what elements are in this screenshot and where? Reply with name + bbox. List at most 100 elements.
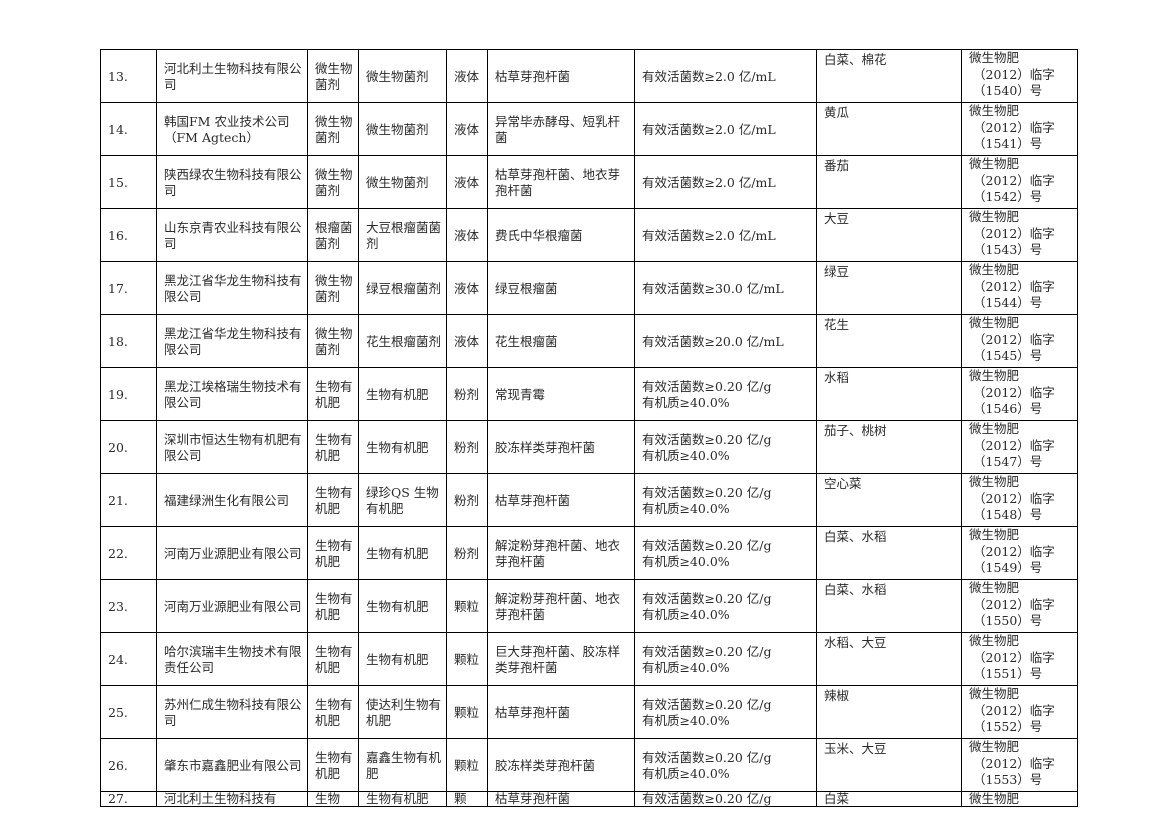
applicable-crop: 白菜、水稻: [824, 582, 887, 597]
company-name-cell: 韩国FM 农业技术公司（FM Agtech）: [156, 102, 308, 156]
registration-number-cell: 微生物肥 （2012）临字 （1544）号: [961, 261, 1078, 315]
strain-name-cell: 花生根瘤菌: [487, 314, 635, 368]
registration-number-line: （1542）号: [973, 189, 1043, 204]
product-category: 生物有机肥: [315, 537, 353, 569]
technical-spec-line: 有效活菌数≥0.20 亿/g: [642, 378, 772, 394]
company-name-cell: 河南万业源肥业有限公司: [156, 526, 308, 580]
product-name-cell: 绿豆根瘤菌剂: [358, 261, 447, 315]
product-name-cell: 生物有机肥: [358, 367, 447, 421]
row-number: 15.: [108, 174, 128, 190]
registration-number-cell: 微生物肥 （2012）临字 （1547）号: [961, 420, 1078, 474]
registration-number-line: （1550）号: [973, 613, 1043, 628]
technical-spec-line: 有机质≥40.0%: [642, 765, 730, 781]
product-form-cell: 液体: [446, 261, 488, 315]
row-number: 27.: [108, 791, 128, 806]
strain-name: 枯草芽孢杆菌、地衣芽孢杆菌: [495, 166, 621, 198]
row-number: 18.: [108, 333, 128, 349]
product-name: 生物有机肥: [366, 545, 429, 561]
product-name-cell: 生物有机肥: [358, 791, 447, 807]
applicable-crop-cell: 白菜、水稻: [816, 526, 962, 580]
technical-spec-line: 有机质≥40.0%: [642, 659, 730, 675]
registration-number-line: 微生物肥: [969, 315, 1020, 331]
strain-name-cell: 异常毕赤酵母、短乳杆菌: [487, 102, 635, 156]
registration-number-line: （1544）号: [973, 295, 1043, 310]
product-name: 绿珍QS 生物有机肥: [366, 484, 439, 516]
technical-spec-cell: 有效活菌数≥2.0 亿/mL: [634, 102, 817, 156]
product-name: 使达利生物有机肥: [366, 696, 442, 728]
product-name: 微生物菌剂: [366, 68, 429, 84]
product-category-cell: 生物有机肥: [307, 420, 359, 474]
applicable-crop: 白菜、棉花: [824, 52, 887, 67]
registration-number-line: （2012）临字: [973, 543, 1055, 559]
applicable-crop-cell: 黄瓜: [816, 102, 962, 156]
product-category: 微生物菌剂: [315, 325, 353, 357]
registration-number-cell: 微生物肥 （2012）临字 （1551）号: [961, 632, 1078, 686]
row-number-cell: 21.: [100, 473, 157, 527]
registration-number-line: 微生物肥: [969, 686, 1020, 702]
product-category: 生物有机肥: [315, 484, 353, 516]
product-category: 生物有机肥: [315, 378, 353, 410]
product-form: 液体: [454, 227, 480, 243]
row-number-cell: 17.: [100, 261, 157, 315]
company-name: 河南万业源肥业有限公司: [164, 598, 302, 614]
registration-number-line: 微生物肥: [969, 368, 1020, 384]
table-row: 18. 黑龙江省华龙生物科技有限公司 微生物菌剂 花生根瘤菌剂 液体 花生根瘤菌 有效活菌数…: [100, 314, 1078, 368]
row-number-cell: 16.: [100, 208, 157, 262]
company-name-cell: 苏州仁成生物科技有限公司: [156, 685, 308, 739]
product-name: 生物有机肥: [366, 791, 429, 806]
row-number-cell: 15.: [100, 155, 157, 209]
registration-number-line: （1549）号: [973, 560, 1043, 575]
applicable-crop-cell: 绿豆: [816, 261, 962, 315]
product-category-cell: 根瘤菌菌剂: [307, 208, 359, 262]
registration-number-line: 微生物肥: [969, 209, 1020, 225]
registration-number-line: （2012）临字: [973, 437, 1055, 453]
registration-number-line: （2012）临字: [973, 755, 1055, 771]
row-number: 21.: [108, 492, 128, 508]
product-form-cell: 颗粒: [446, 632, 488, 686]
technical-spec-line: 有效活菌数≥0.20 亿/g: [642, 643, 772, 659]
applicable-crop: 黄瓜: [824, 105, 850, 120]
product-name: 花生根瘤菌剂: [366, 333, 442, 349]
product-form: 颗粒: [454, 757, 480, 773]
product-category-cell: 生物有机肥: [307, 685, 359, 739]
product-form-cell: 颗粒: [446, 579, 488, 633]
applicable-crop-cell: 空心菜: [816, 473, 962, 527]
technical-spec: 有效活菌数≥0.20 亿/g: [642, 791, 772, 806]
product-category: 生物有机肥: [315, 590, 353, 622]
product-form-cell: 液体: [446, 102, 488, 156]
company-name-cell: 深圳市恒达生物有机肥有限公司: [156, 420, 308, 474]
product-form-cell: 液体: [446, 314, 488, 368]
technical-spec-cell: 有效活菌数≥0.20 亿/g 有机质≥40.0%: [634, 738, 817, 792]
product-category-cell: 微生物菌剂: [307, 49, 359, 103]
row-number-cell: 23.: [100, 579, 157, 633]
product-category-cell: 微生物菌剂: [307, 261, 359, 315]
product-form-cell: 粉剂: [446, 367, 488, 421]
registration-number-line: （2012）临字: [973, 702, 1055, 718]
technical-spec-line: 有效活菌数≥0.20 亿/g: [642, 590, 772, 606]
strain-name-cell: 巨大芽孢杆菌、胶冻样类芽孢杆菌: [487, 632, 635, 686]
product-form: 粉剂: [454, 492, 480, 508]
company-name: 福建绿洲生化有限公司: [164, 492, 290, 508]
registration-number-line: （1551）号: [973, 666, 1043, 681]
registration-number-line: （1546）号: [973, 401, 1043, 416]
company-name-cell: 黑龙江埃格瑞生物技术有限公司: [156, 367, 308, 421]
product-name: 生物有机肥: [366, 439, 429, 455]
registration-number-line: 微生物肥: [969, 633, 1020, 649]
applicable-crop: 番茄: [824, 158, 850, 173]
table-row: 22. 河南万业源肥业有限公司 生物有机肥 生物有机肥 粉剂 解淀粉芽孢杆菌、地衣芽孢杆菌…: [100, 526, 1078, 580]
strain-name: 胶冻样类芽孢杆菌: [495, 439, 596, 455]
product-category: 微生物菌剂: [315, 113, 353, 145]
strain-name: 解淀粉芽孢杆菌、地衣芽孢杆菌: [495, 537, 621, 569]
technical-spec-cell: 有效活菌数≥2.0 亿/mL: [634, 208, 817, 262]
row-number: 22.: [108, 545, 128, 561]
product-name-cell: 大豆根瘤菌菌剂: [358, 208, 447, 262]
table-row: 16. 山东京青农业科技有限公司 根瘤菌菌剂 大豆根瘤菌菌剂 液体 费氏中华根瘤菌 有效活菌…: [100, 208, 1078, 262]
registration-number-cell: 微生物肥 （2012）临字 （1546）号: [961, 367, 1078, 421]
strain-name: 巨大芽孢杆菌、胶冻样类芽孢杆菌: [495, 643, 621, 675]
technical-spec-cell: 有效活菌数≥2.0 亿/mL: [634, 49, 817, 103]
product-name: 嘉鑫生物有机肥: [366, 749, 442, 781]
technical-spec-line: 有效活菌数≥0.20 亿/g: [642, 484, 772, 500]
strain-name: 常现青霉: [495, 386, 546, 402]
product-name: 大豆根瘤菌菌剂: [366, 219, 442, 251]
